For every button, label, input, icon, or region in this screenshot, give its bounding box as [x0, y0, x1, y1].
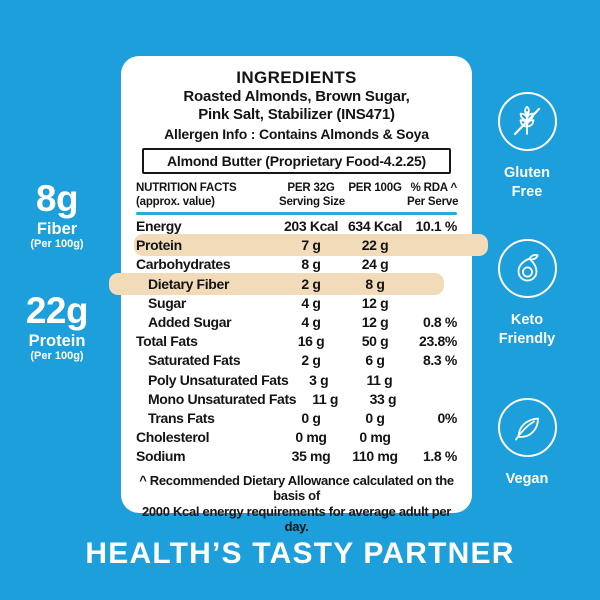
rda-footnote: ^ Recommended Dietary Allowance calculat…	[139, 472, 454, 535]
row-per32: 4 g	[301, 314, 321, 331]
row-label: Dietary Fiber	[148, 275, 230, 292]
row-per32: 11 g	[312, 390, 339, 407]
row-per100: 110 mg	[352, 448, 398, 465]
table-row: Total Fats 16 g 50 g 23.8%	[136, 332, 457, 351]
fiber-label: Fiber	[36, 220, 78, 238]
header-rda: % RDA ^ Per Serve	[407, 182, 459, 208]
row-label: Mono Unsaturated Fats	[148, 390, 297, 407]
row-per32: 16 g	[297, 333, 325, 350]
row-per100: 33 g	[369, 390, 397, 407]
table-row: Carbohydrates 8 g 24 g	[136, 255, 457, 274]
table-row: Sodium 35 mg 110 mg 1.8 %	[136, 447, 457, 466]
keto-friendly-badge: Keto Friendly	[482, 239, 572, 349]
row-label: Sugar	[148, 294, 186, 311]
row-rda: 8.3 %	[422, 352, 457, 369]
row-label: Protein	[136, 237, 182, 254]
row-per32: 0 g	[301, 409, 321, 426]
nutrition-table-rows: Energy 203 Kcal 634 Kcal 10.1 % Protein …	[109, 217, 488, 466]
row-label: Added Sugar	[148, 314, 232, 331]
vegan-badge: Vegan	[482, 398, 572, 489]
vegan-leaf-icon	[497, 398, 557, 457]
table-row: Energy 203 Kcal 634 Kcal 10.1 %	[136, 217, 457, 236]
row-per32: 4 g	[301, 294, 321, 311]
table-row: Cholesterol 0 mg 0 mg	[136, 428, 457, 447]
header-nutrition-facts: NUTRITION FACTS (approx. value)	[136, 182, 237, 208]
row-per100: 11 g	[366, 371, 393, 388]
table-row: Added Sugar 4 g 12 g 0.8 %	[136, 312, 457, 331]
product-name: Almond Butter (Proprietary Food-4.2.25)	[166, 153, 426, 169]
product-name-box: Almond Butter (Proprietary Food-4.2.25)	[142, 148, 451, 174]
row-label: Saturated Fats	[148, 352, 241, 369]
ingredients-line-2: Pink Salt, Stabilizer (INS471)	[198, 106, 395, 123]
row-label: Carbohydrates	[136, 256, 231, 273]
row-rda: 1.8 %	[422, 448, 457, 465]
fiber-basis: (Per 100g)	[30, 238, 84, 251]
ingredients-line-1: Roasted Almonds, Brown Sugar,	[183, 88, 410, 105]
table-row: Sugar 4 g 12 g	[136, 293, 457, 312]
row-per100: 6 g	[365, 352, 385, 369]
table-row: Saturated Fats 2 g 6 g 8.3 %	[136, 351, 457, 370]
row-per32: 2 g	[301, 275, 321, 292]
brand-tagline: HEALTH’S TASTY PARTNER	[85, 537, 515, 570]
table-row-highlighted: Dietary Fiber 2 g 8 g	[109, 272, 457, 295]
row-rda: 23.8%	[419, 333, 457, 350]
header-per-32g: PER 32G Serving Size	[279, 182, 345, 208]
protein-highlight-band	[134, 234, 488, 257]
protein-callout: 22g Protein (Per 100g)	[2, 292, 112, 363]
fiber-highlight-band	[109, 272, 444, 295]
row-label: Cholesterol	[136, 429, 210, 446]
row-per32: 2 g	[301, 352, 321, 369]
nutrition-label-card: INGREDIENTS Roasted Almonds, Brown Sugar…	[109, 56, 488, 534]
protein-label: Protein	[28, 332, 86, 350]
protein-value: 22g	[25, 290, 89, 331]
row-per32: 3 g	[309, 371, 329, 388]
table-row-highlighted: Protein 7 g 22 g	[134, 234, 488, 257]
allergen-info: Allergen Info : Contains Almonds & Soya	[164, 126, 429, 142]
table-header: NUTRITION FACTS (approx. value) PER 32G …	[136, 182, 459, 209]
ingredients-title: INGREDIENTS	[236, 68, 357, 87]
row-label: Trans Fats	[148, 409, 215, 426]
gluten-free-label: Gluten Free	[504, 165, 550, 200]
row-per32: 203 Kcal	[283, 218, 339, 235]
row-label: Energy	[136, 218, 182, 235]
row-per32: 8 g	[301, 256, 321, 273]
gluten-free-badge: Gluten Free	[482, 92, 572, 202]
gluten-free-icon	[497, 92, 557, 151]
row-label: Poly Unsaturated Fats	[148, 371, 289, 388]
header-per-100g: PER 100G	[348, 182, 402, 194]
row-rda: 0.8 %	[422, 314, 457, 331]
fiber-callout: 8g Fiber (Per 100g)	[2, 180, 112, 251]
row-per100: 0 mg	[359, 429, 391, 446]
row-per100: 22 g	[361, 237, 389, 254]
row-per32: 0 mg	[295, 429, 327, 446]
keto-avocado-icon	[497, 239, 557, 298]
row-label: Sodium	[136, 448, 186, 465]
row-per100: 12 g	[361, 294, 389, 311]
table-row: Mono Unsaturated Fats 11 g 33 g	[136, 389, 457, 408]
protein-basis: (Per 100g)	[30, 350, 84, 363]
vegan-label: Vegan	[505, 471, 549, 487]
row-label: Total Fats	[136, 333, 198, 350]
row-per32: 7 g	[301, 237, 321, 254]
row-rda: 10.1 %	[415, 218, 458, 235]
fiber-value: 8g	[35, 178, 79, 219]
keto-friendly-label: Keto Friendly	[498, 312, 556, 347]
row-per100: 0 g	[365, 409, 385, 426]
row-per100: 12 g	[361, 314, 389, 331]
row-per100: 8 g	[365, 275, 385, 292]
table-row: Poly Unsaturated Fats 3 g 11 g	[136, 370, 457, 389]
row-per100: 50 g	[361, 333, 389, 350]
row-rda: 0%	[437, 409, 457, 426]
table-row: Trans Fats 0 g 0 g 0%	[136, 408, 457, 427]
row-per100: 634 Kcal	[347, 218, 403, 235]
row-per32: 35 mg	[291, 448, 331, 465]
row-per100: 24 g	[361, 256, 389, 273]
header-divider	[136, 212, 457, 215]
